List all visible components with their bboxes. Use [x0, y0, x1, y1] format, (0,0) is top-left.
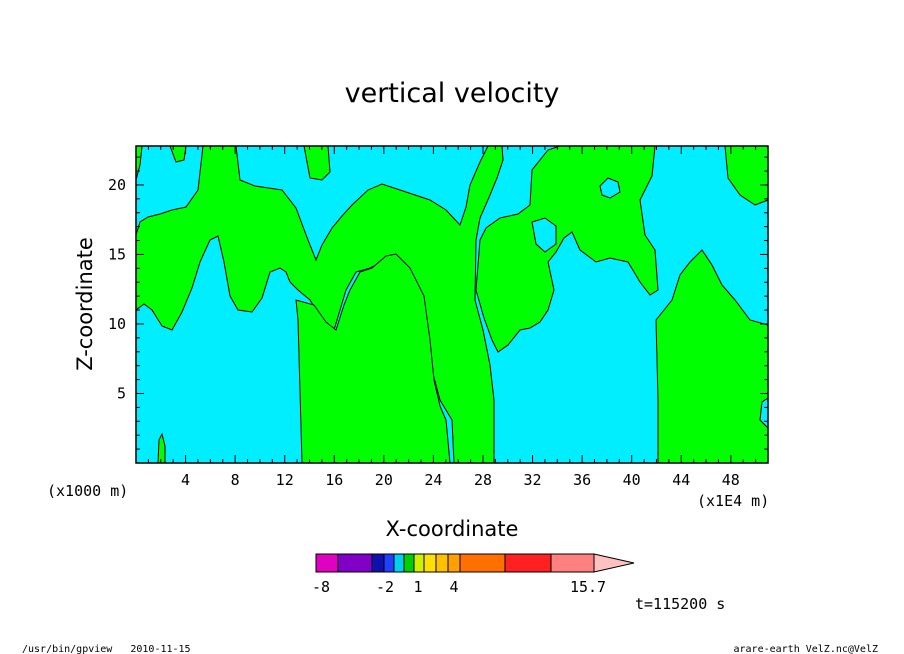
colorbar-segment	[435, 553, 449, 573]
x-tick-label: 16	[325, 471, 343, 489]
colorbar-tick-label: 1	[413, 578, 422, 596]
time-label: t=115200 s	[635, 595, 725, 613]
colorbar-tick-label: 15.7	[570, 578, 606, 596]
colorbar-extension	[593, 553, 635, 573]
island-a	[531, 217, 557, 253]
plot-frame	[135, 145, 769, 464]
x-tick-label: 12	[276, 471, 294, 489]
colorbar-segment	[447, 553, 461, 573]
colorbar-segment	[423, 553, 437, 573]
region-center-column	[295, 253, 451, 464]
region-right-column	[655, 249, 769, 464]
island-b	[599, 177, 621, 199]
chart-title: vertical velocity	[345, 78, 560, 109]
x-axis-label: X-coordinate	[386, 517, 519, 541]
x-tick-label: 40	[623, 471, 641, 489]
y-axis-label: Z-coordinate	[73, 237, 97, 371]
x-axis: 4 8 12 16 20 24 28 32 36 40 44 48	[147, 146, 757, 489]
region-right-upper	[475, 145, 659, 353]
x-tick-label: 4	[181, 471, 190, 489]
y-tick-label: 5	[117, 384, 126, 402]
y-tick-label: 20	[108, 176, 126, 194]
x-tick-label: 8	[231, 471, 240, 489]
x-tick-label: 44	[672, 471, 690, 489]
colorbar-segment	[393, 553, 405, 573]
x-tick-label: 36	[573, 471, 591, 489]
colorbar-tick-label: -2	[376, 578, 394, 596]
colorbar-labels: -8 -2 1 4 15.7	[312, 578, 606, 596]
y-tick-label: 10	[108, 315, 126, 333]
colorbar-segment	[413, 553, 425, 573]
colorbar-segment	[315, 553, 339, 573]
x-scale-label: (x1E4 m)	[697, 492, 769, 510]
x-tick-label: 24	[424, 471, 442, 489]
y-axis: 5 10 15 20	[108, 156, 768, 450]
x-tick-label: 28	[474, 471, 492, 489]
colorbar-segment	[459, 553, 506, 573]
colorbar-segment	[403, 553, 415, 573]
x-tick-label: 32	[524, 471, 542, 489]
colorbar-segment	[371, 553, 385, 573]
colorbar-segment	[383, 553, 395, 573]
colorbar-tick-label: -8	[312, 578, 330, 596]
colorbar-segment	[504, 553, 552, 573]
x-tick-label: 48	[722, 471, 740, 489]
x-tick-label: 20	[375, 471, 393, 489]
colorbar-segment	[550, 553, 595, 573]
positive-regions	[135, 145, 769, 464]
colorbar	[315, 553, 635, 573]
negative-islands	[531, 177, 769, 430]
colorbar-tick-label: 4	[449, 578, 458, 596]
x-unit-label: (x1000 m)	[47, 482, 128, 500]
region-left-band	[135, 145, 504, 464]
colorbar-segment	[337, 553, 373, 573]
footer-right: arare-earth_VelZ.nc@VelZ	[734, 644, 879, 654]
footer-left: /usr/bin/gpview 2010-11-15	[22, 644, 191, 654]
y-tick-label: 15	[108, 245, 126, 263]
